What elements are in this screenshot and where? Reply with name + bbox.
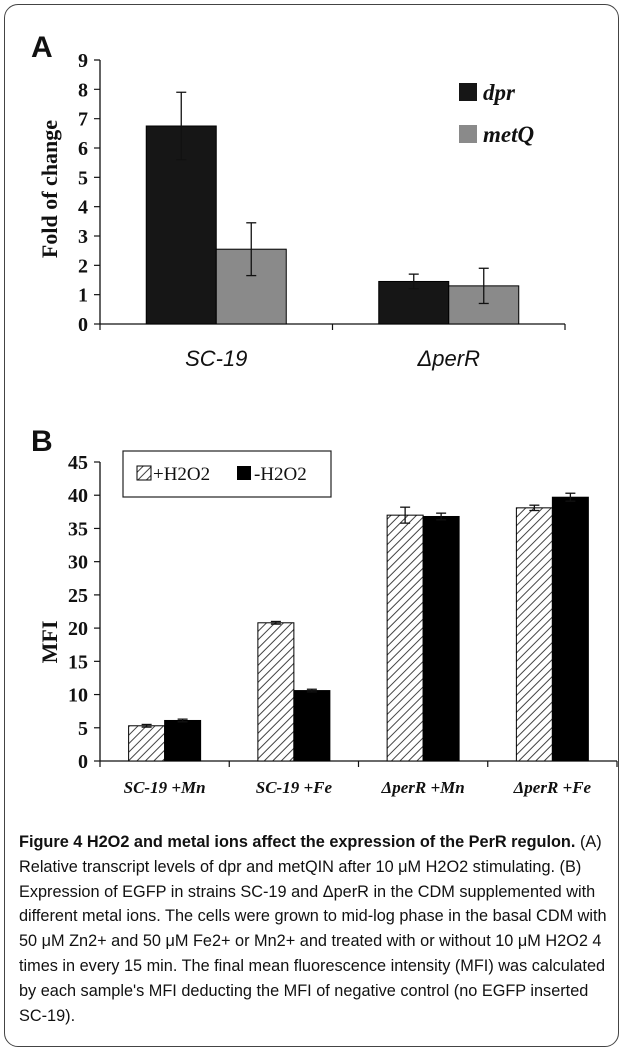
y-tick-label: 3 [78,226,88,248]
y-tick-label: 5 [78,167,88,189]
x-category-label: SC-19 [185,346,247,371]
legend-label-minus-h2o2: -H2O2 [254,464,307,485]
y-tick-label: 35 [68,518,88,540]
x-category-label: ΔperR +Mn [381,778,465,797]
legend-label-plus-h2o2: +H2O2 [153,464,210,485]
y-tick-label: 2 [78,255,88,277]
figure-caption: Figure 4 H2O2 and metal ions affect the … [19,830,611,1028]
figure-frame: A Fold of change 0 1 2 3 4 5 6 7 8 9 SC-19 ΔperR dp… [4,4,619,1047]
bar-h2o2 [551,496,589,762]
legend-box [122,450,332,498]
x-category-label: ΔperR [417,346,481,371]
y-tick-label: 0 [78,314,88,336]
y-axis-label: Fold of change [37,120,62,258]
y-tick-label: 6 [78,138,88,160]
y-tick-label: 8 [78,79,88,101]
y-tick-label: 15 [68,651,88,673]
bar-h2o2 [422,515,460,762]
y-tick-label: 5 [78,718,88,740]
bar-h2o2 [164,719,202,762]
chart-panel-a: A Fold of change 0 1 2 3 4 5 6 7 8 9 SC-19 ΔperR dp… [31,31,566,371]
legend-swatch-plus-h2o2 [136,465,152,481]
y-tick-label: 20 [68,618,88,640]
y-tick-label: 25 [68,585,88,607]
y-tick-label: 40 [68,485,88,507]
y-axis-label: MFI [37,621,62,664]
y-tick-label: 7 [78,109,88,131]
caption-body: (A) Relative transcript levels of dpr an… [19,833,607,1025]
legend-label-metq: metQ [483,122,534,147]
panel-letter: B [31,425,53,458]
bar-h2o2 [386,514,424,762]
y-tick-label: 9 [78,50,88,72]
caption-title: Figure 4 H2O2 and metal ions affect the … [19,833,576,851]
bar-h2o2 [257,622,295,762]
legend-swatch-metq [459,125,477,143]
bar-h2o2 [128,725,166,762]
legend-label-dpr: dpr [483,80,516,105]
y-tick-label: 30 [68,552,88,574]
x-category-label: ΔperR +Fe [513,778,592,797]
bar-h2o2 [293,690,331,762]
y-tick-label: 10 [68,685,88,707]
legend-swatch-dpr [459,83,477,101]
y-tick-label: 4 [78,197,88,219]
x-category-label: SC-19 +Fe [256,778,333,797]
y-tick-label: 1 [78,285,88,307]
chart-panel-b: B MFI 0 5 10 15 20 25 30 35 40 45 SC-19 +Mn SC-19 +… [31,425,618,797]
legend-swatch-minus-h2o2 [237,466,251,480]
x-category-label: SC-19 +Mn [124,778,206,797]
bar-h2o2 [515,507,553,762]
y-tick-label: 0 [78,751,88,773]
panel-letter: A [31,31,53,64]
y-tick-label: 45 [68,452,88,474]
